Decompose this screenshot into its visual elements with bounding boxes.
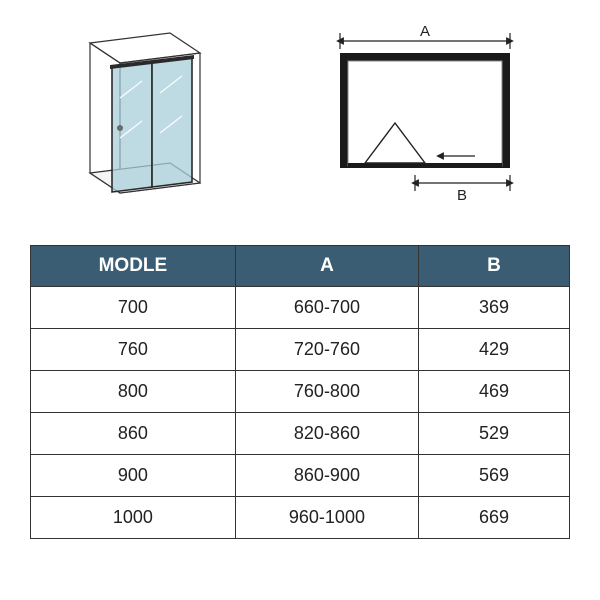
spec-table: MODLE A B 700660-700369760720-7604298007… bbox=[30, 245, 570, 539]
col-header-b: B bbox=[419, 246, 570, 287]
table-row: 700660-700369 bbox=[31, 287, 570, 329]
table-row: 860820-860529 bbox=[31, 413, 570, 455]
table-cell: 700 bbox=[31, 287, 236, 329]
table-cell: 860-900 bbox=[235, 455, 418, 497]
table-row: 1000960-1000669 bbox=[31, 497, 570, 539]
table-cell: 760-800 bbox=[235, 371, 418, 413]
table-cell: 529 bbox=[419, 413, 570, 455]
table-cell: 569 bbox=[419, 455, 570, 497]
table-row: 800760-800469 bbox=[31, 371, 570, 413]
table-cell: 660-700 bbox=[235, 287, 418, 329]
col-header-a: A bbox=[235, 246, 418, 287]
dim-label-b: B bbox=[457, 187, 467, 204]
table-cell: 820-860 bbox=[235, 413, 418, 455]
table-cell: 669 bbox=[419, 497, 570, 539]
table-cell: 900 bbox=[31, 455, 236, 497]
dim-label-a: A bbox=[420, 23, 430, 40]
table-cell: 369 bbox=[419, 287, 570, 329]
table-cell: 760 bbox=[31, 329, 236, 371]
shower-plan-diagram: A B bbox=[310, 23, 530, 218]
shower-3d-diagram bbox=[70, 23, 230, 218]
table-row: 900860-900569 bbox=[31, 455, 570, 497]
table-cell: 429 bbox=[419, 329, 570, 371]
diagram-row: A B bbox=[30, 20, 570, 220]
table-cell: 860 bbox=[31, 413, 236, 455]
table-cell: 960-1000 bbox=[235, 497, 418, 539]
table-cell: 720-760 bbox=[235, 329, 418, 371]
table-cell: 1000 bbox=[31, 497, 236, 539]
table-cell: 469 bbox=[419, 371, 570, 413]
col-header-modle: MODLE bbox=[31, 246, 236, 287]
table-cell: 800 bbox=[31, 371, 236, 413]
table-header-row: MODLE A B bbox=[31, 246, 570, 287]
table-row: 760720-760429 bbox=[31, 329, 570, 371]
